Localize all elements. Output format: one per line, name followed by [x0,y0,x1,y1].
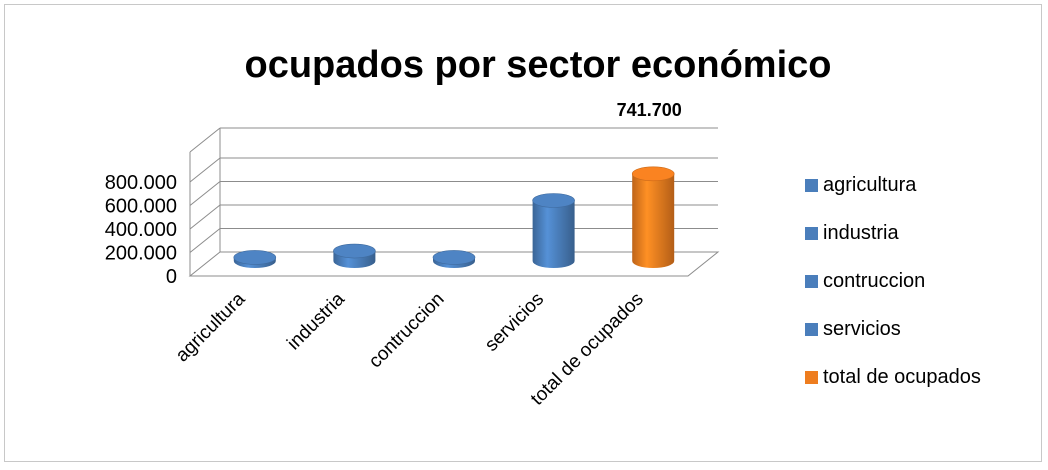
chart-legend: agricultura industria contruccion servicios… [805,174,981,388]
x-axis-categories: agricultura industria contruccion servicios… [172,288,648,409]
bar-agricultura [233,250,277,268]
bar-top [432,250,476,265]
y-tick-label: 800.000 [105,172,177,194]
gridline-side [189,204,221,230]
legend-swatch [805,179,818,192]
legend-label: agricultura [823,174,917,196]
legend-item: agricultura [805,174,917,196]
bar-industria [333,243,376,269]
data-labels: 741.700 [617,100,682,120]
legend-item: servicios [805,318,901,340]
x-category-label: total de ocupados [527,289,648,410]
y-tick-label: 0 [166,266,177,288]
gridline-side [189,127,221,153]
legend-swatch [805,227,818,240]
bar-body [532,200,575,269]
x-category-label: contruccion [365,289,449,373]
y-tick-label: 200.000 [105,243,177,265]
bar-contruccion [432,250,476,268]
legend-swatch [805,371,818,384]
legend-label: contruccion [823,270,925,292]
chart-bars [233,166,675,269]
bar-body [632,173,675,269]
x-category-label: servicios [481,289,548,356]
floor-plane [188,251,720,277]
gridline-side [189,181,221,206]
y-tick-label: 600.000 [105,196,177,218]
legend-swatch [805,323,818,336]
gridline-side [189,157,221,183]
bar-top [532,193,575,208]
legend-item: industria [805,222,899,244]
chart-title: ocupados por sector económico [245,44,832,86]
bar-servicios [532,193,575,269]
chart-frame [4,4,1042,462]
bar-top [333,243,376,259]
x-category-label: industria [283,288,349,354]
legend-item: contruccion [805,270,925,292]
legend-swatch [805,275,818,288]
data-label: 741.700 [617,100,682,120]
y-tick-label: 400.000 [105,219,177,241]
legend-item: total de ocupados [805,366,981,388]
legend-label: industria [823,222,899,244]
legend-label: total de ocupados [823,366,981,388]
bar-top [233,250,277,265]
bar-top [631,166,675,182]
legend-label: servicios [823,318,901,340]
gridline-side [189,228,221,253]
bar-total-de-ocupados [631,166,675,269]
x-category-label: agricultura [172,288,250,366]
